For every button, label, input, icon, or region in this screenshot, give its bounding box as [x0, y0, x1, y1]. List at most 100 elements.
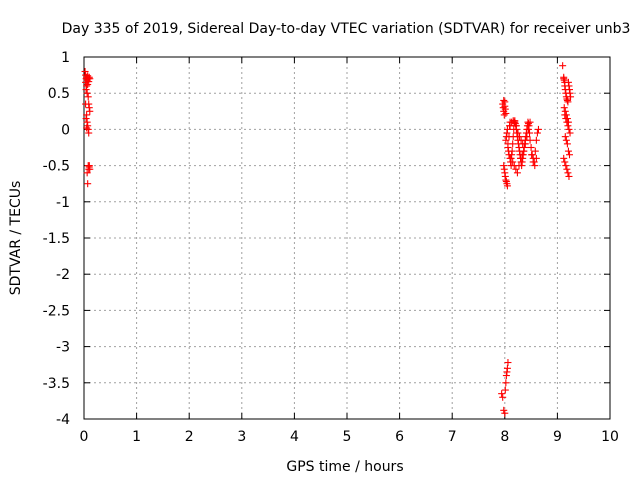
data-point: [565, 151, 573, 159]
data-point: [559, 62, 567, 70]
data-point: [531, 162, 539, 170]
x-tick-label: 0: [80, 429, 89, 445]
data-point: [499, 393, 507, 401]
data-point: [83, 124, 91, 132]
data-point: [529, 158, 537, 166]
data-point: [519, 140, 527, 148]
data-point: [509, 158, 517, 166]
data-point: [560, 75, 568, 83]
data-point: [564, 98, 572, 106]
data-point: [83, 89, 91, 97]
data-point: [500, 111, 508, 119]
y-axis-title: SDTVAR / TECUs: [8, 181, 24, 296]
data-point: [502, 379, 510, 387]
data-point: [560, 154, 568, 162]
y-tick-label: -3: [56, 340, 70, 356]
data-point: [514, 129, 522, 137]
y-tick-label: -0.5: [43, 159, 70, 175]
data-point: [533, 129, 541, 137]
data-point: [500, 165, 508, 173]
data-point: [86, 107, 94, 115]
chart-title: Day 335 of 2019, Sidereal Day-to-day VTE…: [62, 21, 631, 37]
data-point: [524, 125, 532, 133]
data-point: [564, 118, 572, 126]
data-point: [501, 409, 509, 417]
data-point: [500, 406, 508, 414]
data-point: [565, 172, 573, 180]
data-point: [562, 162, 570, 170]
data-point: [86, 75, 94, 83]
x-axis-title: GPS time / hours: [286, 459, 403, 475]
data-point: [504, 359, 512, 367]
x-tick-label: 7: [448, 429, 457, 445]
x-tick-label: 3: [237, 429, 246, 445]
data-point: [526, 136, 534, 144]
data-point: [561, 133, 569, 141]
x-tick-label: 9: [553, 429, 562, 445]
data-point: [512, 165, 520, 173]
data-point: [560, 104, 568, 112]
y-tick-label: -2: [56, 267, 70, 283]
x-tick-label: 10: [601, 429, 619, 445]
data-point: [511, 118, 519, 126]
data-point: [502, 178, 510, 186]
x-tick-label: 1: [132, 429, 141, 445]
x-tick-label: 2: [185, 429, 194, 445]
data-point: [85, 163, 93, 171]
data-point: [503, 182, 511, 190]
data-point: [84, 180, 92, 188]
y-tick-label: 0.5: [48, 86, 70, 102]
data-point: [515, 162, 523, 170]
data-points: [81, 62, 575, 417]
y-tick-label: -3.5: [43, 376, 70, 392]
data-point: [562, 136, 570, 144]
data-point: [563, 140, 571, 148]
data-point: [508, 147, 516, 155]
data-point: [528, 151, 536, 159]
data-point: [82, 100, 90, 108]
axis-ticks: 0 1 2 3 4 5 6 7 8 9 10 1 0.5 0 -0.5 -1 -1.5 -2 -2.5 -3 -3.5 -…: [43, 50, 619, 445]
data-point: [531, 147, 539, 155]
data-point: [567, 93, 575, 101]
grid: [84, 57, 610, 419]
data-point: [526, 129, 534, 137]
data-point: [85, 129, 93, 137]
data-point: [498, 390, 506, 398]
data-point: [517, 154, 525, 162]
data-point: [500, 96, 508, 104]
data-point: [501, 386, 509, 394]
data-point: [520, 147, 528, 155]
data-point: [564, 147, 572, 155]
data-point: [564, 169, 572, 177]
x-tick-label: 5: [343, 429, 352, 445]
data-point: [532, 136, 540, 144]
x-tick-label: 4: [290, 429, 299, 445]
y-tick-label: -4: [56, 412, 70, 428]
y-tick-label: 1: [61, 50, 70, 66]
data-point: [565, 125, 573, 133]
data-point: [534, 125, 542, 133]
y-tick-label: -1.5: [43, 231, 70, 247]
x-tick-label: 8: [500, 429, 509, 445]
data-point: [512, 122, 520, 130]
data-point: [516, 133, 524, 141]
y-tick-label: 0: [61, 122, 70, 138]
data-point: [502, 109, 510, 117]
data-point: [561, 158, 569, 166]
data-point: [532, 154, 540, 162]
data-point: [523, 133, 531, 141]
data-point: [509, 117, 517, 125]
y-tick-label: -1: [56, 195, 70, 211]
data-point: [527, 144, 535, 151]
data-point: [501, 172, 509, 180]
data-point: [513, 169, 521, 177]
data-point: [561, 107, 569, 115]
x-tick-label: 6: [395, 429, 404, 445]
data-point: [503, 125, 511, 133]
data-point: [562, 111, 570, 119]
data-point: [83, 169, 91, 177]
data-point: [507, 154, 515, 162]
data-point: [82, 115, 90, 123]
data-point: [526, 118, 534, 126]
